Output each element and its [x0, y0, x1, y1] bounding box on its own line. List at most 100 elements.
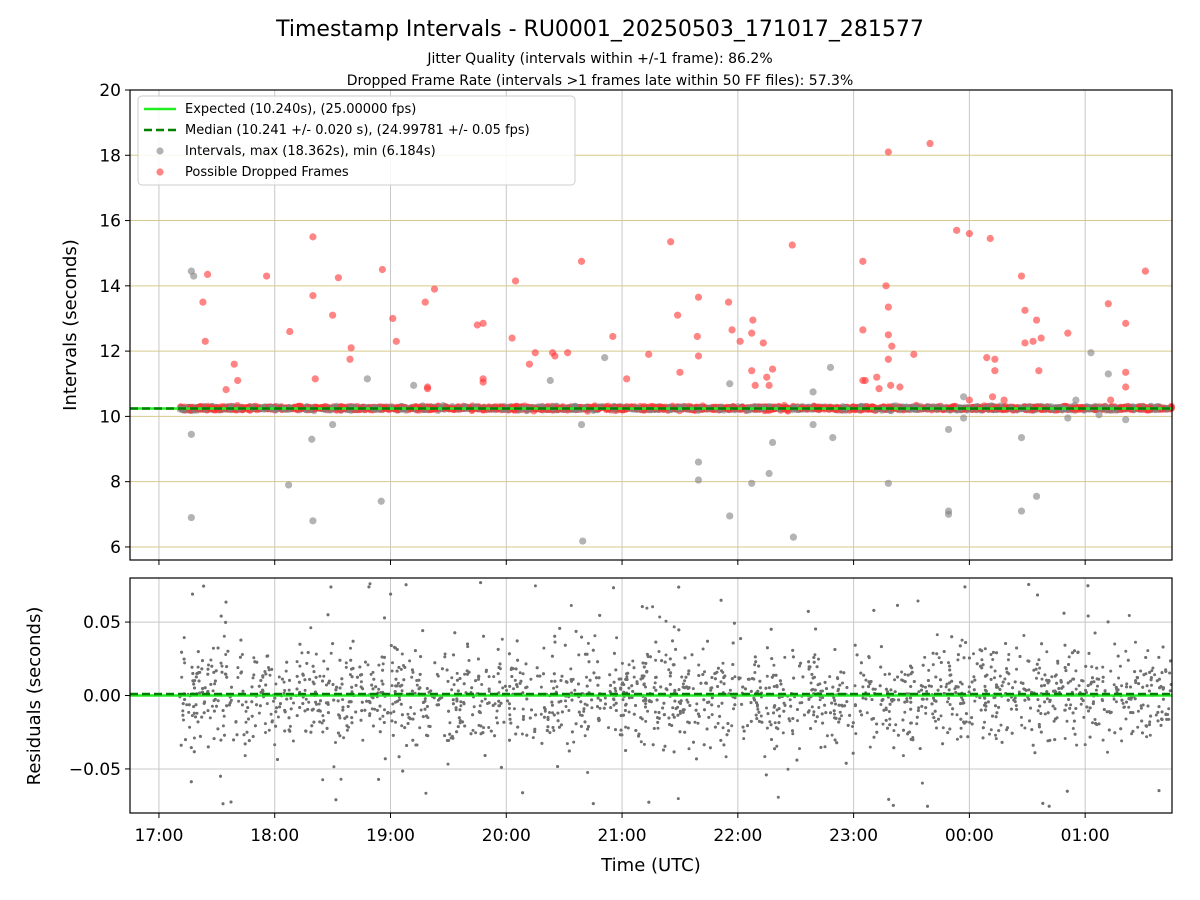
residual-point [436, 674, 440, 678]
residual-point [188, 725, 192, 729]
interval-outlier-point [579, 537, 587, 545]
residual-point [1146, 649, 1150, 653]
legend-intervals-swatch [156, 147, 164, 155]
dropped-frame-outlier-point [286, 327, 294, 336]
residual-point [900, 670, 904, 674]
residual-point [236, 666, 240, 670]
residual-point [1154, 713, 1158, 717]
residual-point [798, 747, 801, 751]
residual-point [955, 737, 959, 741]
residual-point [573, 688, 577, 692]
residual-point [1050, 675, 1054, 679]
residual-point [724, 755, 728, 759]
residual-point [455, 671, 459, 675]
residual-point [1114, 700, 1118, 704]
residual-point [781, 731, 785, 735]
residual-point [703, 670, 706, 674]
residual-point [968, 720, 972, 724]
residual-point [775, 744, 779, 748]
dropped-frame-outlier-point [884, 303, 892, 311]
residual-point [222, 634, 226, 638]
interval-outlier-point [765, 469, 773, 478]
residual-point [1121, 701, 1125, 705]
residual-point [450, 688, 454, 692]
residual-point [564, 705, 568, 708]
residual-point [651, 605, 655, 609]
residual-point [1127, 705, 1131, 709]
residual-point [716, 721, 720, 725]
residual-point [653, 681, 657, 685]
residual-point [644, 702, 648, 706]
upper-y-tick-label: 10 [99, 407, 121, 427]
interval-outlier-point [1122, 416, 1130, 424]
interval-outlier-point [363, 375, 371, 383]
residual-point [809, 681, 813, 685]
residual-point [810, 688, 814, 692]
residual-point [626, 726, 630, 730]
residual-point [763, 755, 767, 759]
dropped-frame-outlier-point [988, 393, 997, 401]
residual-point [578, 713, 582, 717]
dropped-frame-outlier-point [1064, 329, 1072, 337]
residual-point [513, 678, 517, 682]
residual-point [881, 722, 885, 726]
residual-point [408, 659, 412, 663]
residual-point [321, 778, 325, 782]
residual-point [947, 661, 950, 665]
dropped-frame-outlier-point [1107, 396, 1115, 404]
dropped-frame-outlier-point [748, 329, 756, 337]
residual-point [701, 647, 705, 651]
residual-point [1075, 743, 1079, 747]
residual-point [1113, 642, 1117, 646]
residual-point [887, 710, 891, 713]
residual-point [195, 711, 199, 715]
residual-point [973, 699, 977, 703]
residual-point [582, 709, 586, 713]
dropped-frame-outlier-point [1000, 396, 1008, 404]
residual-point [765, 674, 769, 678]
residual-point [1065, 719, 1069, 723]
residual-point [505, 688, 509, 692]
interval-outlier-point [1095, 411, 1103, 419]
residual-point [1015, 667, 1018, 671]
interval-outlier-point [694, 476, 703, 484]
residual-point [529, 677, 533, 681]
residual-point [548, 711, 551, 714]
interval-outlier-point [789, 533, 798, 541]
dropped-frame-outlier-point [525, 360, 534, 368]
residual-point [697, 663, 701, 667]
residual-point [948, 703, 952, 706]
residual-point [810, 705, 814, 709]
residual-point [390, 669, 394, 673]
residual-point [276, 715, 280, 719]
dropped-frame-outlier-point [1035, 367, 1043, 375]
residual-point [893, 678, 897, 682]
residual-point [1106, 750, 1109, 754]
residual-point [243, 754, 247, 758]
residual-point [512, 687, 515, 691]
residual-point [370, 707, 374, 711]
residual-point [216, 699, 220, 703]
residual-point [994, 733, 997, 737]
residual-point [569, 604, 573, 607]
residual-point [564, 699, 567, 703]
residual-point [765, 706, 768, 710]
residual-point [415, 683, 419, 687]
residual-point [1101, 738, 1105, 742]
dropped-frame-outlier-point [309, 233, 317, 241]
residual-point [737, 676, 741, 680]
interval-outlier-point [187, 430, 195, 438]
residual-point [1074, 669, 1078, 673]
residual-point [237, 699, 241, 703]
dropped-frame-outlier-point [873, 373, 881, 381]
residual-point [672, 625, 676, 629]
residual-point [941, 726, 945, 730]
chart-title: Timestamp Intervals - RU0001_20250503_17… [275, 17, 924, 42]
residual-point [322, 674, 326, 678]
residual-point [931, 712, 935, 716]
interval-outlier-point [826, 363, 835, 372]
upper-y-tick-label: 12 [99, 342, 121, 362]
dropped-frame-outlier-point [728, 326, 736, 334]
residual-point [1136, 709, 1140, 713]
